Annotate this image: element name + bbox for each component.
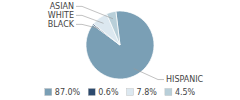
legend-swatch bbox=[165, 89, 172, 96]
legend: 87.0% 0.6% 7.8% 4.5% bbox=[45, 88, 196, 97]
leader-line bbox=[76, 6, 113, 18]
legend-swatch bbox=[127, 89, 134, 96]
chart: HISPANIC BLACKWHITEASIAN 87.0% 0.6% 7.8% 4.5% bbox=[0, 0, 240, 100]
legend-label: 4.5% bbox=[175, 88, 196, 97]
legend-label: 87.0% bbox=[55, 88, 81, 97]
pie-slice bbox=[107, 11, 120, 45]
legend-swatch bbox=[45, 89, 52, 96]
legend-label: 0.6% bbox=[98, 88, 119, 97]
legend-item: 7.8% bbox=[127, 88, 158, 97]
leader-line bbox=[76, 24, 98, 28]
leader-line bbox=[76, 15, 104, 23]
legend-item: 4.5% bbox=[165, 88, 196, 97]
category-label: BLACK bbox=[48, 20, 75, 29]
labels: HISPANIC BLACKWHITEASIAN bbox=[48, 2, 204, 84]
legend-label: 7.8% bbox=[137, 88, 158, 97]
leader-line bbox=[134, 68, 164, 79]
legend-item: 87.0% bbox=[45, 88, 81, 97]
category-label: WHITE bbox=[48, 11, 74, 20]
category-label: HISPANIC bbox=[166, 75, 204, 84]
legend-swatch bbox=[88, 89, 95, 96]
legend-item: 0.6% bbox=[88, 88, 119, 97]
category-label: ASIAN bbox=[50, 2, 74, 11]
pie bbox=[86, 11, 154, 79]
pie-slice bbox=[86, 11, 154, 79]
